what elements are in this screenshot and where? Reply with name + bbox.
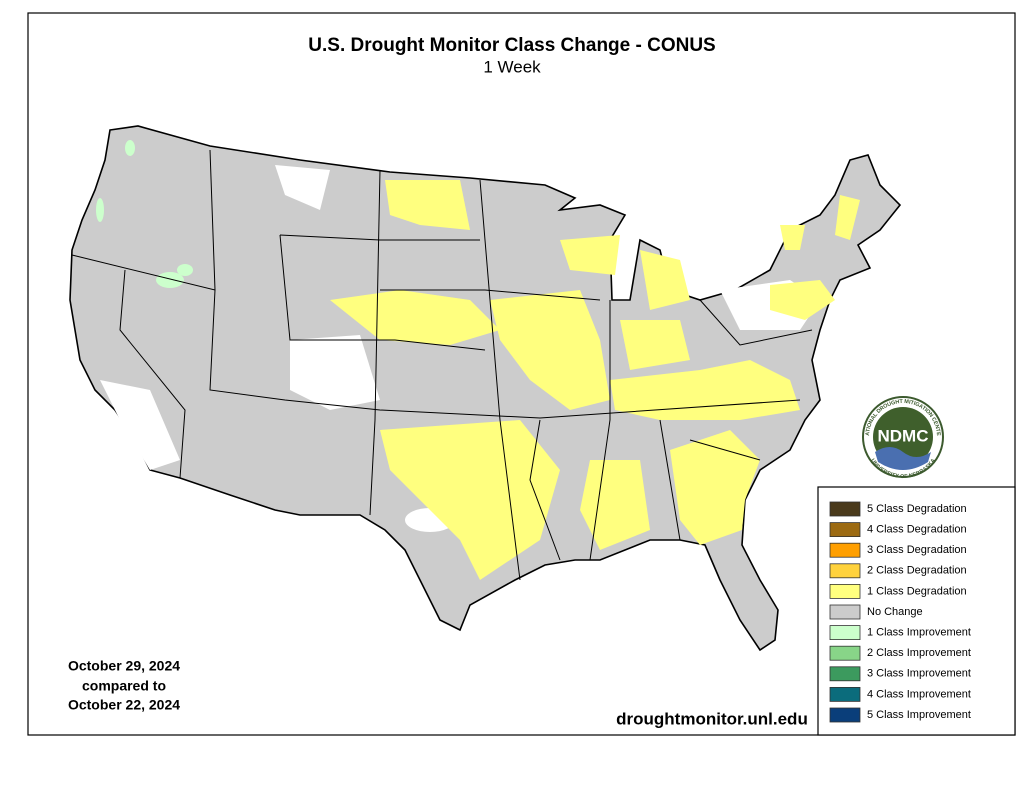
white-area [290, 335, 380, 410]
yellow-area [835, 195, 860, 240]
subtitle: 1 Week [483, 57, 541, 76]
state-line [699, 299, 813, 346]
state-line [369, 169, 381, 516]
state-line [279, 234, 480, 241]
green-area [177, 264, 193, 276]
state-line [119, 269, 186, 479]
legend-label: 1 Class Degradation [867, 585, 967, 597]
yellow-area [580, 460, 650, 550]
green-area [96, 198, 104, 222]
date-block: October 29, 2024 compared to October 22,… [68, 658, 180, 713]
green-area [156, 272, 184, 288]
legend-swatch [829, 687, 861, 702]
logo-label: NDMC [878, 426, 929, 445]
yellow-area [620, 320, 690, 370]
date-previous: October 22, 2024 [68, 697, 180, 713]
legend-label: 2 Class Degradation [867, 565, 967, 577]
legend-swatch [829, 707, 861, 723]
yellow-area [770, 280, 835, 320]
state-line [529, 419, 561, 561]
legend-swatch [829, 604, 861, 620]
state-line [479, 179, 521, 581]
legend-swatch [829, 501, 861, 517]
white-area [275, 165, 330, 210]
state-line [589, 300, 611, 561]
title: U.S. Drought Monitor Class Change - CONU… [308, 35, 715, 56]
legend-swatch [829, 563, 861, 579]
yellow-area [330, 290, 500, 345]
state-line [209, 289, 801, 419]
state-line [380, 289, 601, 301]
logo-water [875, 447, 931, 470]
legend-label: 3 Class Degradation [867, 544, 967, 556]
source-url: droughtmonitor.unl.edu [616, 709, 808, 728]
legend-swatch [829, 645, 861, 661]
legend-swatch [829, 522, 861, 537]
legend-label: 3 Class Improvement [867, 668, 971, 680]
yellow-area [385, 180, 470, 230]
one-class-degradation-areas [330, 180, 860, 580]
state-line [659, 419, 681, 541]
legend-label: No Change [867, 606, 923, 618]
white-area [775, 155, 805, 205]
legend-label: 4 Class Improvement [867, 688, 971, 700]
legend: 5 Class Degradation 4 Class Degradation 3 … [829, 501, 971, 723]
yellow-area [490, 290, 610, 410]
legend-swatch [829, 666, 861, 682]
legend-label: 5 Class Improvement [867, 709, 971, 721]
white-area [100, 380, 180, 470]
yellow-area [640, 250, 690, 310]
state-lines [71, 149, 813, 581]
legend-label: 5 Class Degradation [867, 503, 967, 515]
green-area [125, 140, 135, 156]
legend-label: 4 Class Degradation [867, 524, 967, 536]
one-class-improvement-areas [96, 140, 193, 288]
yellow-area [670, 430, 760, 545]
yellow-area [560, 235, 620, 275]
yellow-area [610, 360, 800, 420]
legend-label: 1 Class Improvement [867, 627, 971, 639]
legend-swatch [829, 625, 861, 640]
state-line [279, 234, 486, 351]
state-line [689, 439, 761, 461]
legend-swatch [829, 584, 861, 599]
date-current: October 29, 2024 [68, 658, 180, 674]
us-map [69, 125, 902, 652]
legend-label: 2 Class Improvement [867, 647, 971, 659]
legend-swatch [829, 542, 861, 558]
yellow-area [780, 225, 805, 250]
date-compared: compared to [82, 678, 166, 694]
